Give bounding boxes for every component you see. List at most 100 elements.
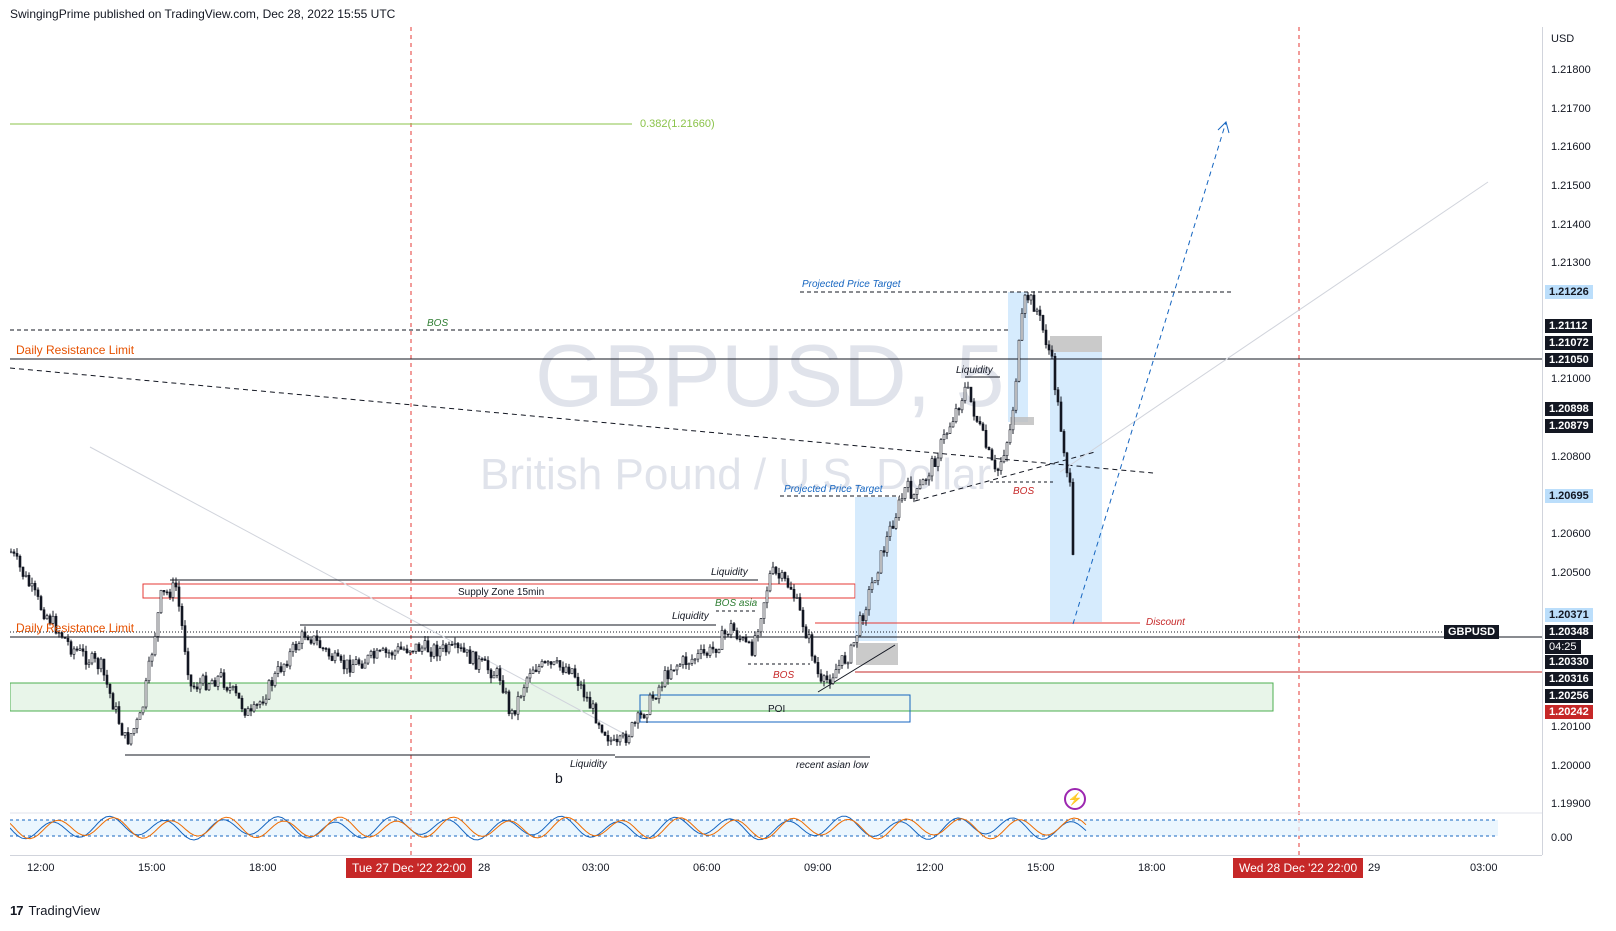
candle-body bbox=[1023, 294, 1027, 314]
candle-body bbox=[399, 646, 403, 650]
grey-block bbox=[1010, 417, 1034, 425]
candle-body bbox=[963, 386, 967, 401]
candle-body bbox=[801, 609, 805, 628]
candle-body bbox=[912, 494, 916, 499]
projected-path-head bbox=[1217, 121, 1230, 134]
poi-label: POI bbox=[768, 704, 786, 715]
time-tick: 06:00 bbox=[693, 862, 721, 874]
candle-body bbox=[939, 439, 943, 459]
candle-body bbox=[144, 680, 148, 708]
candle-body bbox=[744, 637, 748, 643]
candle-body bbox=[582, 684, 586, 698]
candle-body bbox=[435, 644, 439, 657]
candle-body bbox=[129, 733, 133, 745]
candle-body bbox=[927, 475, 931, 481]
chart-area[interactable]: 0.382(1.21660) Daily Resistance Limit Da… bbox=[10, 27, 1542, 855]
candle-body bbox=[372, 651, 376, 659]
candle-body bbox=[960, 400, 964, 411]
liquidity-label: Liquidity bbox=[672, 611, 709, 622]
candle-body bbox=[1053, 355, 1057, 391]
candle-body bbox=[408, 650, 412, 653]
candle-body bbox=[492, 674, 496, 679]
candle-body bbox=[225, 687, 229, 691]
candle-body bbox=[687, 663, 691, 666]
candle-body bbox=[702, 649, 706, 654]
candle-body bbox=[366, 654, 370, 664]
candle-body bbox=[729, 623, 733, 636]
bos-label: BOS bbox=[773, 670, 795, 681]
candle-body bbox=[402, 648, 406, 651]
candle-body bbox=[798, 597, 802, 611]
candle-body bbox=[849, 644, 853, 664]
candle-body bbox=[1035, 309, 1039, 312]
price-axis[interactable]: USD 1.21800 1.21700 1.21600 1.21500 1.21… bbox=[1542, 27, 1616, 855]
candle-body bbox=[936, 457, 940, 467]
brand-name: TradingView bbox=[28, 903, 101, 918]
candle-body bbox=[576, 676, 580, 686]
price-tick: 1.20800 bbox=[1551, 451, 1591, 463]
candle-body bbox=[456, 643, 460, 648]
candle-body bbox=[1011, 409, 1015, 431]
candle-body bbox=[708, 646, 712, 656]
candle-body bbox=[33, 583, 37, 591]
time-tick: 03:00 bbox=[582, 862, 610, 874]
candle-body bbox=[600, 724, 604, 733]
candle-body bbox=[141, 706, 145, 714]
candle-body bbox=[330, 655, 334, 661]
candle-body bbox=[990, 449, 994, 461]
candle-body bbox=[294, 643, 298, 651]
price-badge: 1.20348 bbox=[1545, 625, 1593, 639]
candle-body bbox=[921, 479, 925, 486]
candle-body bbox=[966, 386, 970, 389]
liquidity-label: Liquidity bbox=[711, 567, 748, 578]
candle-body bbox=[669, 669, 673, 680]
candle-body bbox=[978, 421, 982, 425]
candle-body bbox=[486, 660, 490, 671]
candle-body bbox=[342, 660, 346, 670]
candle-body bbox=[48, 615, 52, 624]
candle-body bbox=[885, 536, 889, 553]
time-badge: Wed 28 Dec '22 22:00 bbox=[1233, 858, 1364, 878]
candle-body bbox=[282, 663, 286, 672]
candle-body bbox=[918, 484, 922, 489]
oscillator-band bbox=[10, 820, 1498, 836]
candle-body bbox=[996, 468, 1000, 471]
candle-body bbox=[162, 590, 166, 593]
candle-body bbox=[327, 648, 331, 657]
candle-body bbox=[879, 550, 883, 574]
candle-body bbox=[318, 640, 322, 649]
time-axis[interactable]: 12:00 15:00 18:00 28 03:00 06:00 09:00 1… bbox=[10, 855, 1542, 880]
candle-body bbox=[216, 675, 220, 687]
candle-body bbox=[279, 666, 283, 672]
candle-body bbox=[243, 708, 247, 716]
candle-body bbox=[774, 566, 778, 574]
candle-body bbox=[738, 638, 742, 641]
candle-body bbox=[633, 722, 637, 724]
candle-body bbox=[513, 710, 517, 715]
candle-body bbox=[10, 551, 13, 554]
candle-body bbox=[450, 643, 454, 646]
lightning-icon[interactable]: ⚡ bbox=[1064, 788, 1086, 810]
candle-body bbox=[180, 606, 184, 626]
candle-body bbox=[321, 647, 325, 650]
candle-body bbox=[39, 596, 43, 611]
candle-body bbox=[207, 683, 211, 691]
candle-body bbox=[732, 623, 736, 631]
candle-body bbox=[765, 590, 769, 604]
price-badge: 1.20330 bbox=[1545, 655, 1593, 669]
candle-body bbox=[417, 643, 421, 652]
price-badge: 1.21226 bbox=[1545, 285, 1593, 299]
candle-body bbox=[222, 672, 226, 688]
candle-body bbox=[174, 582, 178, 588]
candle-body bbox=[171, 582, 175, 598]
time-tick: 18:00 bbox=[249, 862, 277, 874]
candle-body bbox=[1059, 401, 1063, 432]
candle-body bbox=[459, 647, 463, 649]
candle-body bbox=[60, 632, 64, 638]
candle-body bbox=[1002, 455, 1006, 463]
price-tick: 1.21300 bbox=[1551, 257, 1591, 269]
candle-body bbox=[126, 732, 130, 745]
candle-body bbox=[630, 722, 634, 737]
candle-body bbox=[663, 670, 667, 687]
candle-body bbox=[759, 618, 763, 633]
